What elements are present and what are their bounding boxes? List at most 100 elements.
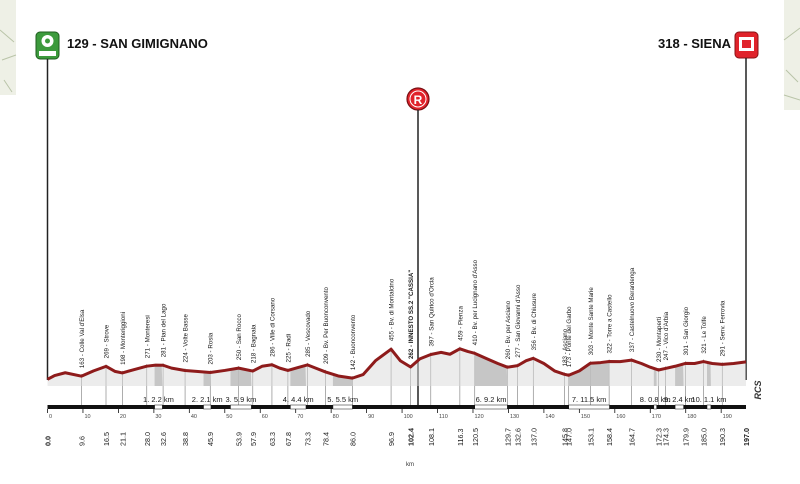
- axis-tick-label: 170: [652, 414, 661, 420]
- profile-area: [47, 348, 746, 386]
- waypoint-label: 183 - Asciano: [562, 328, 569, 366]
- distance-label: 145.8: [560, 428, 569, 446]
- distance-label: 190.3: [718, 428, 727, 446]
- waypoint-label: 250 - San Rocco: [236, 313, 243, 360]
- left-map-strip: [0, 0, 17, 95]
- sector-label: 7. 11.5 km: [572, 395, 606, 404]
- axis-tick-label: 140: [545, 414, 554, 420]
- waypoint-labels: 163 - Colle Val d'Elsa 269 - Strove 198 - …: [79, 259, 727, 370]
- waypoint-label: 397 - San Quirico d'Orcia: [428, 277, 435, 347]
- distance-label: 96.9: [387, 432, 396, 446]
- waypoint-label: 269 - Strove: [104, 324, 111, 358]
- axis-tick-label: 90: [368, 414, 374, 420]
- axis-tick-label: 80: [333, 414, 339, 420]
- distance-label: 28.0: [143, 432, 152, 446]
- sector-label: 1. 2.2 km: [143, 395, 174, 404]
- waypoint-label: 173 - Ponte del Garbo: [566, 306, 573, 367]
- waypoint-label: 163 - Colle Val d'Elsa: [79, 309, 86, 368]
- sector-label: 4. 4.4 km: [283, 395, 314, 404]
- right-map-strip: [783, 0, 800, 110]
- axis-tick-label: 120: [474, 414, 483, 420]
- waypoint-label: 218 - Bagnaia: [250, 324, 257, 363]
- distance-label: 57.9: [249, 432, 258, 446]
- axis-tick-label: 190: [723, 414, 732, 420]
- sector-label: 6. 9.2 km: [476, 395, 507, 404]
- distance-label: 63.3: [268, 432, 277, 446]
- waypoint-label: 285 - Vescovado: [305, 310, 312, 357]
- distance-label: 108.1: [427, 428, 436, 446]
- distance-label: 45.9: [206, 432, 215, 446]
- axis-tick-label: 10: [84, 414, 90, 420]
- axis-sector-mark: [203, 404, 212, 410]
- axis-tick-label: 150: [581, 414, 590, 420]
- sector-label: 5. 5.5 km: [327, 395, 358, 404]
- distance-label: 16.5: [102, 432, 111, 446]
- axis-tick-label: 30: [155, 414, 161, 420]
- distance-label: 73.3: [303, 432, 312, 446]
- waypoint-label: 209 - Bv. Per Buonconvento: [323, 286, 330, 363]
- distance-labels: 0.0 9.6 16.5 21.1 28.0 32.6 38.8 45.9 53.9 57.9 63…: [44, 428, 752, 446]
- distance-label: 132.6: [514, 428, 523, 446]
- waypoint-label: 224 - Volte Basse: [183, 313, 190, 362]
- waypoint-label: 321 - Le Tolfe: [701, 316, 708, 354]
- axis-tick-label: 180: [687, 414, 696, 420]
- finish-label: 318 - SIENA: [658, 36, 732, 51]
- axis-sector-mark: [653, 404, 657, 410]
- waypoint-label: 301 - San Giorgio: [683, 306, 690, 355]
- profile-line: [46, 347, 747, 381]
- finish-marker: [734, 31, 759, 59]
- feed-zone-letter: R: [414, 93, 423, 107]
- distance-label: 120.5: [471, 428, 480, 446]
- waypoint-label: 198 - Monteriggioni: [120, 312, 127, 365]
- waypoint-label: 410 - Bv. per Lucignano d'Asso: [472, 259, 479, 345]
- waypoint-label: 286 - Ville di Corsano: [269, 297, 276, 357]
- distance-label: 185.0: [699, 428, 708, 446]
- waypoint-label: 303 - Monte Sante Marie: [588, 287, 595, 356]
- axis-sector-mark: [154, 404, 163, 410]
- waypoint-label: 142 - Buonconvento: [350, 314, 357, 370]
- distance-label: 86.0: [348, 432, 357, 446]
- axis-sector-mark: [230, 404, 252, 410]
- sector-label: 8. 0.8 km: [640, 395, 671, 404]
- waypoint-label: 291 - Senv. Ferrovia: [720, 300, 727, 356]
- distance-label: 174.3: [662, 428, 671, 446]
- axis-tick-label: 100: [404, 414, 413, 420]
- distance-label: 21.1: [118, 432, 127, 446]
- start-marker: [35, 31, 60, 60]
- axis-bar: [47, 405, 746, 409]
- distance-label: 32.6: [159, 432, 168, 446]
- axis-tick-label: 50: [226, 414, 232, 420]
- sector-label: 9. 2.4 km: [664, 395, 695, 404]
- waypoint-label: 455 - Bv. di Montalcino: [389, 278, 396, 341]
- waypoint-label: 230 - Montaperti: [656, 317, 663, 362]
- waypoint-label: 322 - Torre a Castello: [607, 294, 614, 354]
- distance-label: 67.8: [284, 432, 293, 446]
- distance-label: 179.9: [681, 428, 690, 446]
- waypoint-label: 260 - Bv. per Asciano: [505, 300, 512, 359]
- distance-label: 102.4: [407, 428, 416, 446]
- waypoint-label: 203 - Rosia: [208, 332, 215, 364]
- distance-label: 137.0: [529, 428, 538, 446]
- axis-tick-label: 20: [120, 414, 126, 420]
- axis-sector-mark: [568, 404, 610, 410]
- distance-label: 38.8: [181, 432, 190, 446]
- waypoint-label: 281 - Pian del Lago: [161, 303, 168, 357]
- axis-sector-mark: [674, 404, 684, 410]
- waypoint-label: 277 - San Giovanni d'Asso: [515, 284, 522, 358]
- distance-label: 78.4: [321, 432, 330, 446]
- distance-label: 147.0: [565, 428, 574, 446]
- axis-sector-mark: [332, 404, 353, 410]
- waypoint-label: 271 - Monteresi: [144, 315, 151, 358]
- sector-label: 10. 1.1 km: [691, 395, 726, 404]
- waypoint-label: 262 - INNESTO SS.2 "CASSIA": [408, 270, 415, 359]
- distance-label: 53.9: [235, 432, 244, 446]
- waypoint-label: 225 - Radi: [285, 334, 292, 363]
- axis-tick-label: 110: [439, 414, 448, 420]
- axis-tick-label: 130: [510, 414, 519, 420]
- waypoint-label: 356 - Bv. di Chiusure: [531, 292, 538, 350]
- distance-label: 197.0: [742, 428, 751, 446]
- axis-sector-mark: [290, 404, 307, 410]
- start-label: 129 - SAN GIMIGNANO: [67, 36, 208, 51]
- waypoint-label: 459 - Pienza: [457, 305, 464, 340]
